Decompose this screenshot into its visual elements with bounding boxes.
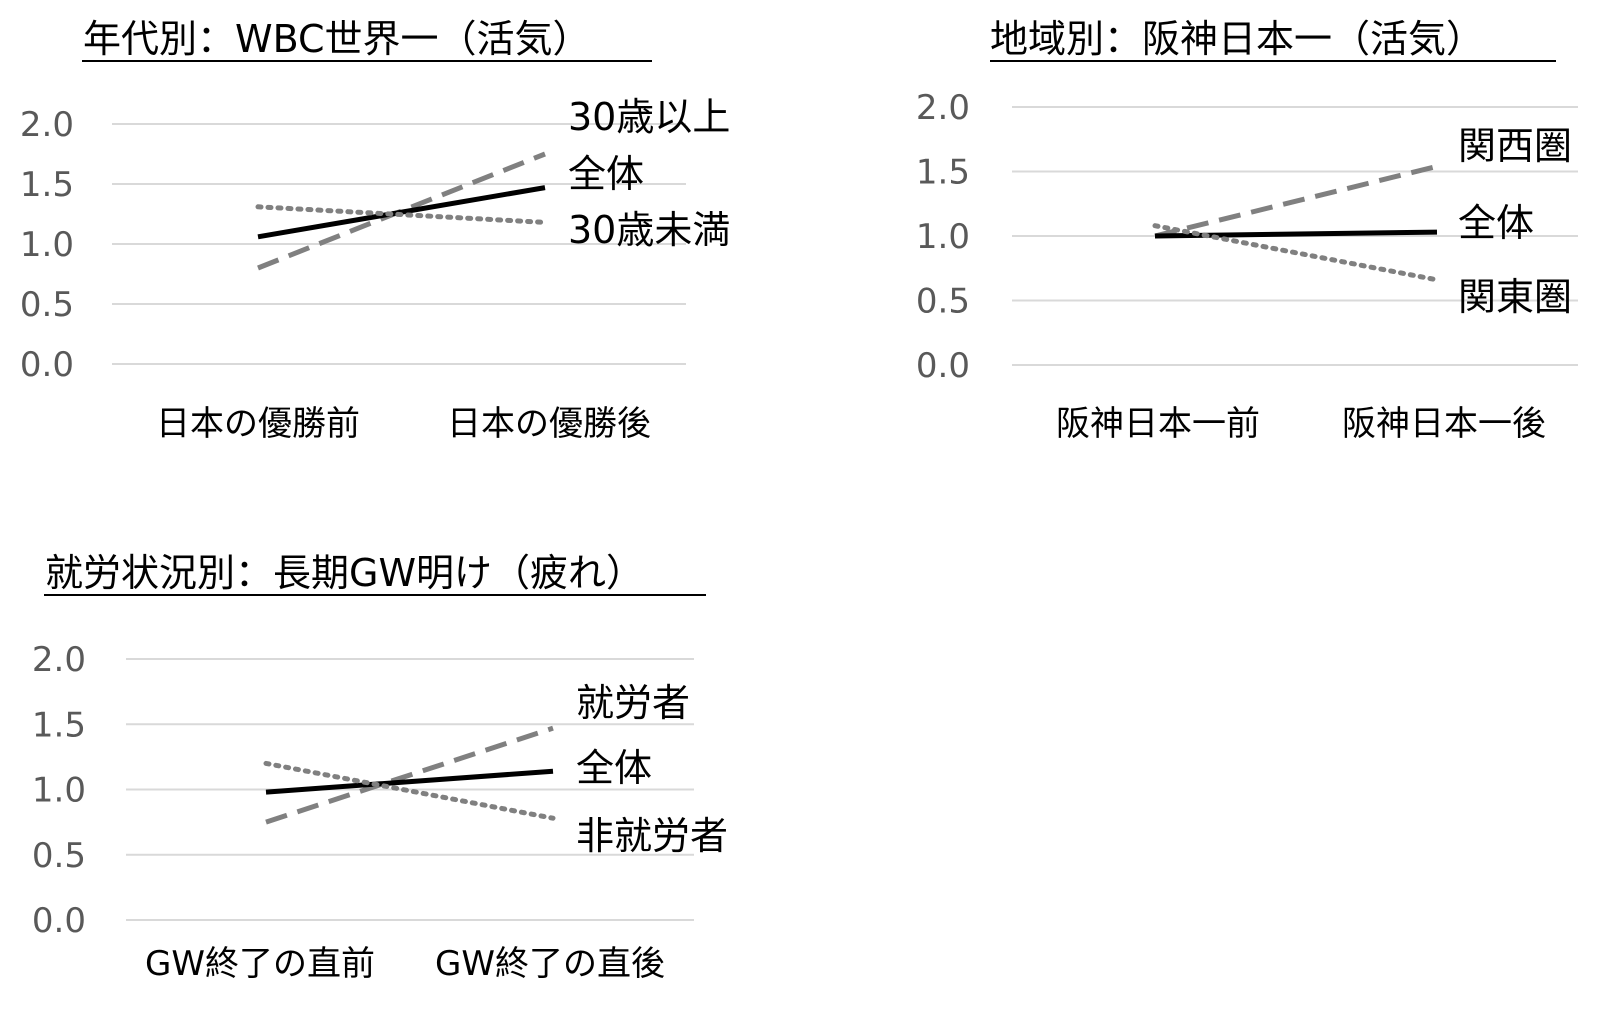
series-line-2 bbox=[265, 768, 554, 795]
x-category-label: 阪神日本一後 bbox=[1342, 404, 1546, 444]
chart-title: 地域別：阪神日本一（活気） bbox=[990, 17, 1484, 61]
x-category-label: 阪神日本一前 bbox=[1056, 404, 1260, 444]
series-line-3 bbox=[263, 760, 556, 821]
x-category-label: GW終了の直後 bbox=[435, 944, 665, 984]
x-category-label: 日本の優勝後 bbox=[447, 404, 651, 444]
series-line-3 bbox=[255, 204, 548, 225]
series-label: 関西圏 bbox=[1458, 124, 1572, 168]
y-tick-label: 1.0 bbox=[32, 771, 86, 811]
series-label: 30歳以上 bbox=[568, 95, 730, 139]
series-line-1 bbox=[1154, 163, 1438, 239]
chart-title: 就労状況別：長期GW明け（疲れ） bbox=[45, 551, 644, 595]
chart-employment: 就労状況別：長期GW明け（疲れ） 2.0 1.5 1.0 0.5 0.0 GW終了の直前 G… bbox=[32, 551, 728, 984]
y-tick-label: 1.5 bbox=[916, 153, 970, 193]
series-line-3 bbox=[1152, 223, 1440, 283]
y-tick-label: 2.0 bbox=[916, 88, 970, 128]
x-category-label: GW終了の直前 bbox=[145, 944, 375, 984]
series-label: 関東圏 bbox=[1458, 275, 1572, 319]
y-tick-label: 0.0 bbox=[20, 345, 74, 385]
y-tick-label: 1.5 bbox=[20, 165, 74, 205]
y-tick-label: 0.0 bbox=[32, 901, 86, 941]
y-tick-label: 1.0 bbox=[20, 225, 74, 265]
series-line-1 bbox=[257, 151, 546, 271]
chart-title: 年代別：WBC世界一（活気） bbox=[83, 17, 591, 61]
chart-age: 年代別：WBC世界一（活気） 2.0 1.5 1.0 0.5 0.0 日本の優勝前 日本の優… bbox=[20, 17, 730, 444]
series-label: 30歳未満 bbox=[568, 208, 730, 252]
y-tick-label: 1.0 bbox=[916, 217, 970, 257]
y-tick-label: 0.0 bbox=[916, 346, 970, 386]
x-category-label: 日本の優勝前 bbox=[156, 404, 360, 444]
series-label: 就労者 bbox=[576, 681, 690, 725]
y-tick-label: 0.5 bbox=[20, 285, 74, 325]
series-label: 非就労者 bbox=[576, 814, 728, 858]
series-label: 全体 bbox=[568, 152, 644, 196]
chart-region: 地域別：阪神日本一（活気） 2.0 1.5 1.0 0.5 0.0 阪神日本一前 阪神日本一… bbox=[916, 17, 1578, 444]
series-label: 全体 bbox=[1458, 201, 1534, 245]
y-tick-label: 2.0 bbox=[20, 105, 74, 145]
y-tick-label: 0.5 bbox=[916, 282, 970, 322]
series-line-1 bbox=[265, 725, 554, 825]
y-tick-label: 1.5 bbox=[32, 705, 86, 745]
y-tick-label: 2.0 bbox=[32, 640, 86, 680]
y-tick-label: 0.5 bbox=[32, 836, 86, 876]
series-label: 全体 bbox=[576, 746, 652, 790]
